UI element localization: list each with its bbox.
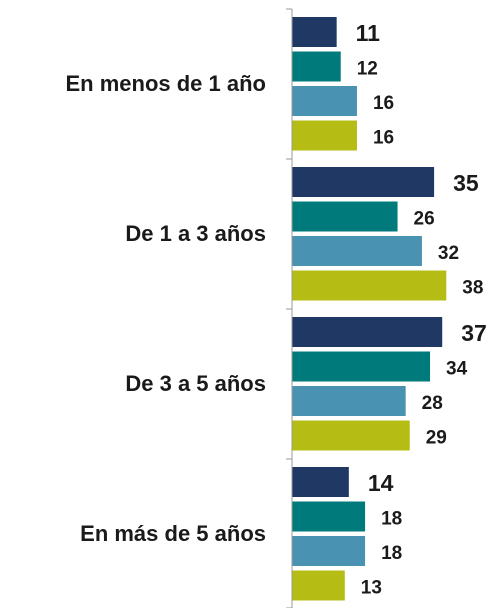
category-label: En más de 5 años — [80, 521, 266, 546]
bar — [292, 201, 398, 232]
value-label: 13 — [361, 578, 382, 599]
bar — [292, 570, 345, 601]
bar — [292, 120, 357, 151]
category-label: De 3 a 5 años — [125, 371, 266, 396]
value-label: 12 — [357, 59, 378, 80]
value-label: 34 — [446, 359, 468, 380]
value-label: 28 — [422, 393, 443, 414]
value-label: 18 — [381, 543, 402, 564]
category-label: De 1 a 3 años — [125, 221, 266, 246]
bar — [292, 270, 447, 301]
value-label: 32 — [438, 243, 459, 264]
bar — [292, 536, 366, 566]
bar — [292, 351, 431, 382]
bar — [292, 17, 337, 47]
category-label: En menos de 1 año — [66, 71, 267, 96]
bar — [292, 167, 435, 197]
value-label: 38 — [462, 278, 483, 299]
bar — [292, 420, 410, 451]
value-label: 11 — [356, 20, 381, 46]
value-label: 14 — [368, 470, 394, 496]
bar — [292, 317, 443, 347]
value-label: 26 — [414, 209, 435, 230]
value-label: 29 — [426, 428, 447, 449]
bar — [292, 467, 349, 497]
value-label: 16 — [373, 93, 394, 114]
bar — [292, 51, 341, 82]
value-label: 35 — [453, 170, 479, 196]
bar — [292, 386, 406, 416]
value-label: 37 — [461, 320, 487, 346]
bar — [292, 236, 422, 266]
value-label: 18 — [381, 509, 402, 530]
bar — [292, 501, 366, 532]
value-label: 16 — [373, 128, 394, 149]
bar — [292, 86, 357, 116]
